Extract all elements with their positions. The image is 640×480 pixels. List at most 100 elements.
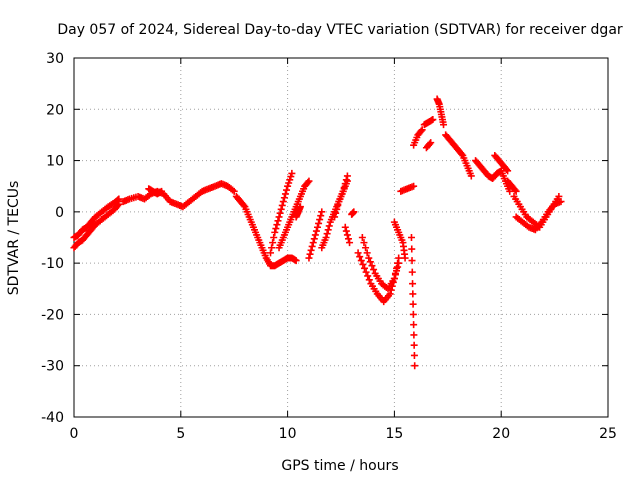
data-point	[394, 263, 402, 271]
data-point	[273, 221, 281, 229]
data-point	[410, 351, 418, 359]
y-tick-label: 30	[46, 51, 64, 67]
data-point	[324, 226, 332, 234]
data-point	[325, 222, 333, 230]
data-point	[387, 286, 395, 294]
data-point	[357, 257, 365, 265]
data-point	[275, 213, 283, 221]
data-point	[359, 260, 367, 268]
data-point	[310, 235, 318, 243]
data-point	[305, 177, 313, 185]
data-point	[410, 321, 418, 329]
x-axis-label: GPS time / hours	[281, 458, 398, 474]
data-point	[360, 264, 368, 272]
data-point	[341, 223, 349, 231]
data-point	[331, 213, 339, 221]
data-point	[386, 290, 394, 298]
data-point	[278, 201, 286, 209]
data-point	[364, 272, 372, 280]
data-point	[315, 219, 323, 227]
data-point	[356, 253, 364, 261]
data-point	[114, 201, 122, 209]
data-point	[268, 244, 276, 252]
data-point	[304, 178, 312, 186]
x-tick-label: 0	[70, 426, 79, 442]
data-point	[440, 121, 448, 129]
data-point	[427, 139, 435, 147]
data-point	[280, 194, 288, 202]
data-point	[350, 208, 358, 216]
data-point	[341, 180, 349, 188]
data-point	[267, 249, 275, 257]
data-point	[339, 187, 347, 195]
data-point	[288, 169, 296, 177]
data-point	[306, 250, 314, 258]
axis-ticks	[73, 57, 609, 418]
data-point	[409, 300, 417, 308]
data-point	[314, 223, 322, 231]
data-point	[511, 186, 519, 194]
data-point	[240, 201, 248, 209]
data-point	[286, 176, 294, 184]
data-point	[354, 249, 362, 257]
data-point	[309, 239, 317, 247]
data-point	[307, 246, 315, 254]
data-point	[410, 182, 418, 190]
data-point	[362, 244, 370, 252]
data-point	[408, 257, 416, 265]
data-point	[281, 190, 289, 198]
data-point	[317, 212, 325, 220]
y-axis-label: SDTVAR / TECUs	[6, 181, 22, 296]
data-point	[410, 341, 418, 349]
data-point	[358, 234, 366, 241]
data-point	[158, 187, 166, 195]
data-point	[362, 268, 370, 276]
data-point	[395, 259, 403, 267]
y-tick-label: -40	[41, 410, 64, 426]
data-point	[312, 227, 320, 235]
data-point	[503, 166, 511, 174]
data-point	[344, 235, 352, 243]
y-tick-label: -20	[41, 307, 64, 323]
data-point	[408, 268, 416, 276]
data-point	[343, 172, 351, 180]
data-point	[458, 150, 466, 158]
data-point	[418, 126, 426, 134]
y-tick-label: -30	[41, 359, 64, 375]
data-point	[270, 234, 278, 241]
data-point	[426, 140, 434, 148]
chart-title: Day 057 of 2024, Sidereal Day-to-day VTE…	[57, 22, 623, 38]
data-point	[417, 127, 425, 135]
data-point	[409, 290, 417, 298]
data-point	[283, 186, 291, 194]
data-point	[333, 205, 341, 213]
data-point	[316, 216, 324, 224]
data-point	[322, 234, 330, 241]
data-point	[274, 217, 282, 225]
data-point	[370, 266, 378, 274]
data-point	[340, 183, 348, 191]
x-tick-label: 15	[385, 426, 403, 442]
data-point	[308, 242, 316, 250]
x-tick-label: 10	[279, 426, 297, 442]
data-points	[70, 95, 565, 370]
y-tick-label: 0	[55, 205, 64, 221]
data-point	[360, 239, 368, 247]
data-point	[429, 116, 437, 124]
data-point	[409, 310, 417, 318]
data-point	[277, 205, 285, 213]
tick-labels: 0 5 10 15 20 25 -40 -30 -20 -10 0 10 20 30	[41, 51, 617, 442]
data-point	[557, 198, 565, 206]
data-point	[401, 254, 409, 262]
data-point	[296, 203, 304, 211]
data-point	[366, 258, 374, 266]
data-point	[409, 280, 417, 288]
data-point	[284, 182, 292, 190]
data-point	[391, 271, 399, 279]
data-point	[279, 198, 287, 206]
data-point	[343, 231, 351, 239]
data-point	[305, 254, 313, 262]
data-point	[323, 230, 331, 238]
data-point	[346, 239, 354, 247]
